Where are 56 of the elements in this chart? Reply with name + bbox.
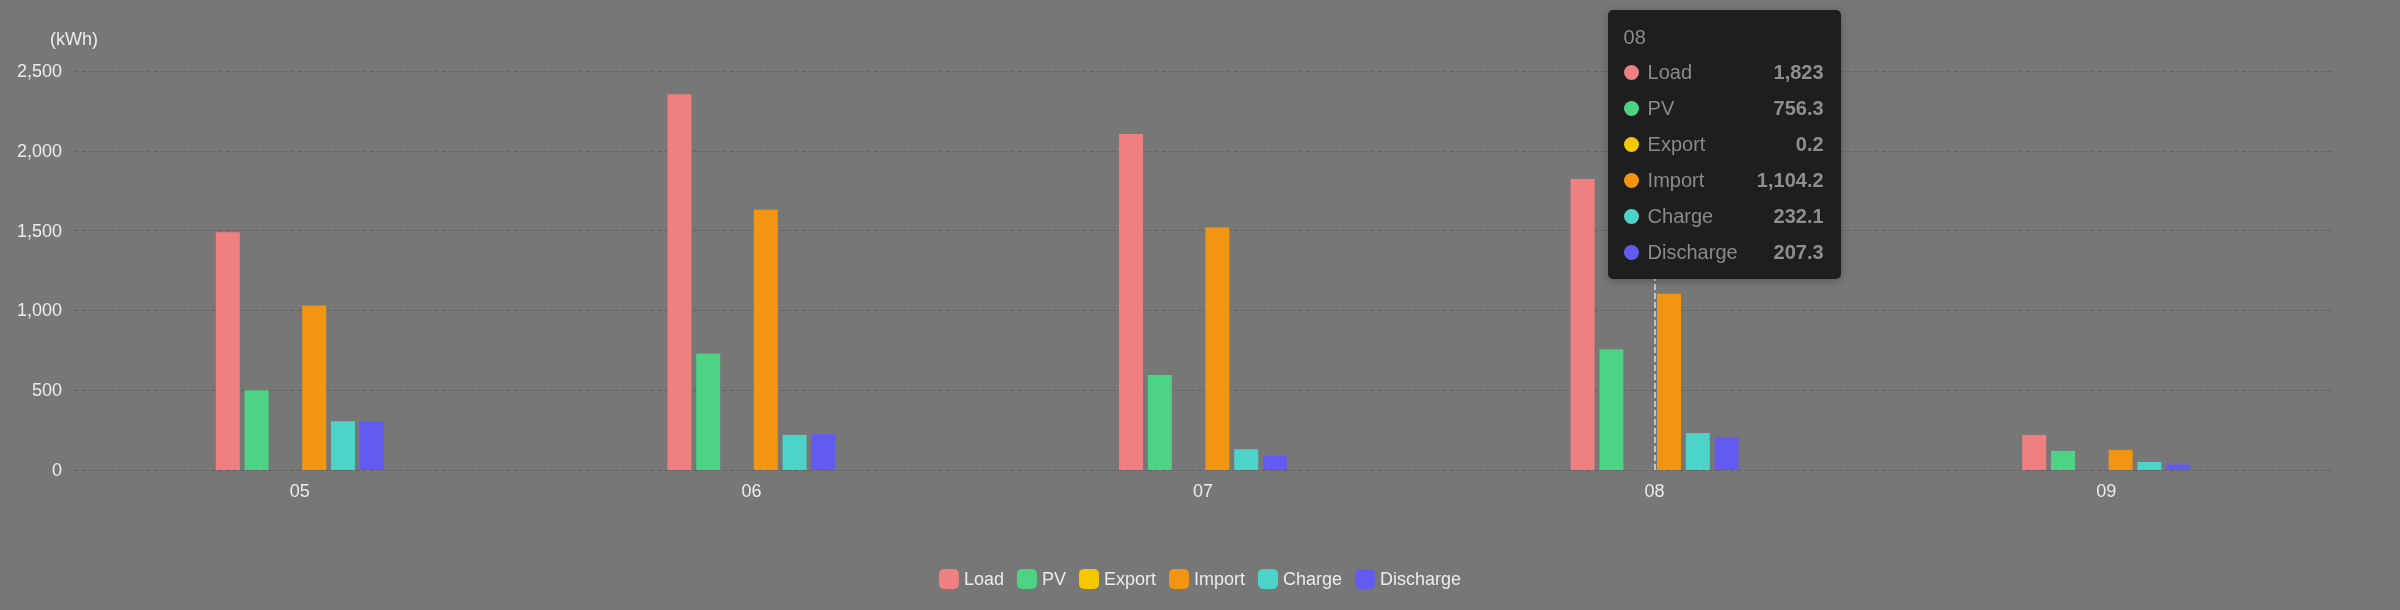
bar [2022, 434, 2047, 470]
bar [782, 434, 807, 470]
bar [1714, 436, 1739, 470]
text: PV [1647, 96, 1675, 119]
annotation: 756.3 [1773, 96, 1824, 120]
x-tick-label: 08 [1644, 481, 1665, 501]
text: Import [1194, 569, 1246, 589]
bar [1205, 227, 1230, 470]
annotation: 207.3 [1773, 240, 1824, 264]
bar [1234, 449, 1259, 470]
bar [811, 434, 836, 470]
y-tick-label: 2,500 [16, 61, 62, 81]
bar [1263, 455, 1287, 470]
x-tick-label: 05 [289, 481, 310, 501]
bar [2051, 450, 2075, 470]
y-axis-title: (kWh) [50, 29, 98, 49]
bar [753, 209, 778, 470]
bar [215, 232, 240, 470]
bar [1570, 179, 1595, 470]
text: Export [1103, 569, 1157, 589]
text: Charge [1647, 204, 1714, 227]
legend-label: Charge [1283, 569, 1343, 589]
annotation: 1,823 [1773, 60, 1824, 84]
bar [2137, 462, 2162, 470]
bar [667, 94, 692, 470]
bar [696, 353, 721, 470]
legend-label: Export [1647, 132, 1706, 156]
legend-label: Import [1647, 168, 1705, 192]
bar [359, 422, 384, 470]
bar [1657, 293, 1681, 470]
y-tick-label: 0 [51, 460, 62, 480]
annotation: 232.1 [1773, 204, 1824, 228]
legend-label: PV [1041, 569, 1066, 589]
bar [1147, 375, 1172, 470]
legend-label: Load [1647, 60, 1693, 84]
legend-label: Discharge [1380, 569, 1462, 589]
y-tick-label: 2,000 [16, 140, 62, 161]
y-tick-label: 500 [31, 380, 62, 401]
bar [302, 305, 327, 470]
bar [1685, 432, 1710, 470]
bar [2108, 450, 2133, 470]
bar [1119, 134, 1143, 470]
annotation: 0.2 [1795, 132, 1824, 156]
x-tick-label: 06 [741, 481, 762, 501]
y-tick-label: 1,000 [16, 300, 62, 321]
bar [331, 421, 355, 470]
x-tick-label: 07 [1192, 481, 1214, 501]
bar [1599, 349, 1624, 470]
x-tick-label: 09 [2096, 481, 2117, 501]
bar [2166, 464, 2191, 470]
annotation: 1,104.2 [1756, 168, 1824, 192]
text: Discharge [1647, 240, 1738, 263]
bar [244, 390, 269, 470]
text: Load [963, 569, 1004, 589]
text: 08 [1623, 26, 1646, 48]
y-tick-label: 1,500 [16, 220, 62, 241]
